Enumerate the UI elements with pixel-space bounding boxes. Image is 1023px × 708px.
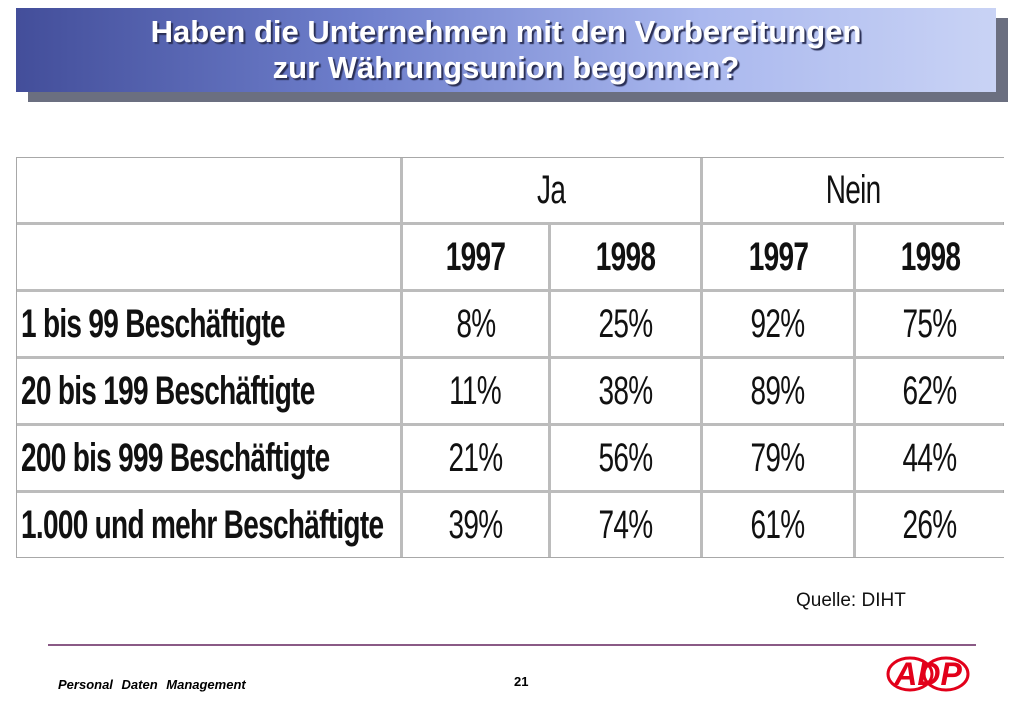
table-cell: 56% [551, 426, 700, 490]
row-label: 200 bis 999 Beschäftigte [17, 426, 400, 490]
table-cell: 75% [856, 292, 1004, 356]
adp-logo-text: ADP [893, 656, 962, 692]
table-cell: 38% [551, 359, 700, 423]
table-cell: 61% [703, 493, 853, 557]
table-cell: 62% [856, 359, 1004, 423]
year-header: 1998 [551, 225, 700, 289]
row-label: 1.000 und mehr Beschäftigte [17, 493, 400, 557]
table-cell: 26% [856, 493, 1004, 557]
table-cell: 11% [403, 359, 548, 423]
footer-divider [48, 644, 976, 646]
page-number: 21 [514, 674, 529, 689]
data-table: Ja Nein 1997 1998 1997 1998 1 bis 99 Bes… [16, 157, 1004, 558]
footer-company-text: Personal Daten Management [58, 677, 246, 692]
year-header: 1997 [703, 225, 853, 289]
title-line-1: Haben die Unternehmen mit den Vorbereitu… [150, 14, 862, 49]
table-cell: 89% [703, 359, 853, 423]
group-header-nein-label: Nein [826, 167, 881, 212]
year-header: 1998 [856, 225, 1004, 289]
table-corner-cell [17, 158, 400, 222]
table-cell: 74% [551, 493, 700, 557]
group-header-ja: Ja [403, 158, 700, 222]
group-header-nein: Nein [703, 158, 1004, 222]
title-banner: Haben die Unternehmen mit den Vorbereitu… [16, 8, 996, 92]
group-header-ja-label: Ja [537, 167, 566, 212]
adp-logo: ADP [886, 656, 970, 692]
table-cell: 92% [703, 292, 853, 356]
row-label: 20 bis 199 Beschäftigte [17, 359, 400, 423]
row-label: 1 bis 99 Beschäftigte [17, 292, 400, 356]
source-note: Quelle: DIHT [796, 590, 906, 611]
table-cell: 21% [403, 426, 548, 490]
table-corner-cell-2 [17, 225, 400, 289]
title-line-2: zur Währungsunion begonnen? [272, 50, 740, 85]
table-cell: 25% [551, 292, 700, 356]
year-header: 1997 [403, 225, 548, 289]
table-cell: 8% [403, 292, 548, 356]
table-cell: 44% [856, 426, 1004, 490]
table-cell: 39% [403, 493, 548, 557]
table-cell: 79% [703, 426, 853, 490]
